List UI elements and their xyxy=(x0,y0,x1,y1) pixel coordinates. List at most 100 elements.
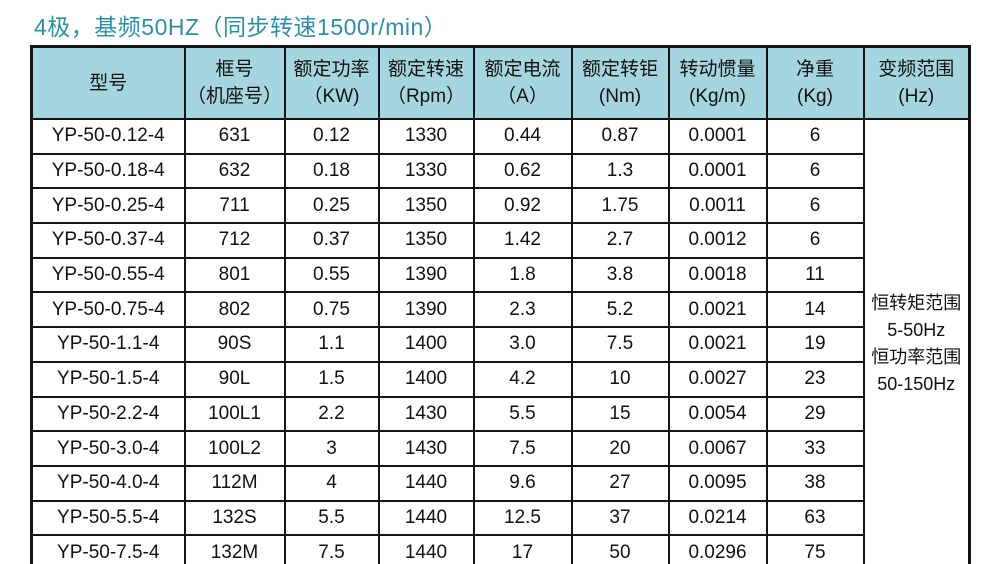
cell-weight: 38 xyxy=(765,464,865,502)
header-line: 额定电流 xyxy=(484,59,561,80)
header-line: 框号 xyxy=(215,59,254,80)
table-row: YP-50-3.0-4 100L2 3 1430 7.5 20 0.0067 3… xyxy=(30,430,970,467)
cell-weight: 33 xyxy=(765,430,865,467)
header-line: （Rpm） xyxy=(386,86,466,107)
cell-power: 2.2 xyxy=(283,395,380,433)
cell-current: 1.8 xyxy=(472,256,573,294)
header-line: （KW) xyxy=(303,86,360,107)
cell-speed: 1440 xyxy=(377,499,475,537)
header-line: 净重 xyxy=(795,59,834,80)
cell-frame: 100L2 xyxy=(183,430,286,467)
cell-current: 4.2 xyxy=(472,360,573,398)
cell-current: 0.62 xyxy=(472,152,573,190)
cell-frame: 711 xyxy=(183,187,286,225)
cell-inertia: 0.0021 xyxy=(667,291,768,329)
cell-weight: 75 xyxy=(765,534,865,564)
cell-current: 9.6 xyxy=(472,464,573,502)
cell-current: 12.5 xyxy=(472,499,573,537)
cell-torque: 0.87 xyxy=(570,118,670,155)
header-line: 额定转钜 xyxy=(581,59,658,80)
cell-current: 3.0 xyxy=(472,326,573,363)
cell-model: YP-50-0.75-4 xyxy=(30,291,186,329)
header-line: 转动惯量 xyxy=(679,59,756,80)
table-row: YP-50-1.5-4 90L 1.5 1400 4.2 10 0.0027 2… xyxy=(30,360,970,398)
cell-current: 5.5 xyxy=(472,395,573,433)
freq-range-line: 恒转矩范围 xyxy=(871,293,962,314)
cell-torque: 15 xyxy=(570,395,670,433)
cell-frame: 132M xyxy=(183,534,286,564)
cell-speed: 1390 xyxy=(377,256,475,294)
cell-power: 1.5 xyxy=(283,360,380,398)
cell-weight: 11 xyxy=(765,256,865,294)
cell-model: YP-50-0.55-4 xyxy=(30,256,186,294)
cell-weight: 63 xyxy=(765,499,865,537)
cell-frame: 631 xyxy=(183,118,286,155)
cell-torque: 1.75 xyxy=(570,187,670,225)
cell-inertia: 0.0095 xyxy=(667,464,768,502)
table-row: YP-50-4.0-4 112M 4 1440 9.6 27 0.0095 38 xyxy=(30,464,970,502)
cell-inertia: 0.0018 xyxy=(667,256,768,294)
header-line: 额定转速 xyxy=(387,59,464,80)
page-title: 4极，基频50HZ（同步转速1500r/min） xyxy=(34,14,448,40)
cell-frame: 100L1 xyxy=(183,395,286,433)
cell-speed: 1440 xyxy=(377,534,475,564)
cell-model: YP-50-3.0-4 xyxy=(30,430,186,467)
header-line: （机座号） xyxy=(186,86,282,107)
cell-inertia: 0.0021 xyxy=(667,326,768,363)
cell-model: YP-50-1.1-4 xyxy=(30,326,186,363)
cell-model: YP-50-0.25-4 xyxy=(30,187,186,225)
table-row: YP-50-0.12-4 631 0.12 1330 0.44 0.87 0.0… xyxy=(30,117,971,564)
table-row: YP-50-0.55-4 801 0.55 1390 1.8 3.8 0.001… xyxy=(30,256,970,294)
cell-speed: 1400 xyxy=(377,360,475,398)
cell-torque: 2.7 xyxy=(570,222,670,259)
cell-torque: 7.5 xyxy=(570,326,670,363)
col-header-power: 额定功率 （KW) xyxy=(283,45,380,120)
header-line: （A） xyxy=(497,86,548,107)
cell-power: 0.75 xyxy=(283,291,380,329)
motor-spec-table: 型号 框号 （机座号） 额定功率 （KW) 额定转速 （Rpm） 额定电流 （A） 额定… xyxy=(30,45,971,564)
table-row: YP-50-5.5-4 132S 5.5 1440 12.5 37 0.0214… xyxy=(30,499,970,537)
cell-model: YP-50-0.12-4 xyxy=(30,118,186,155)
cell-torque: 5.2 xyxy=(570,291,670,329)
table-header: 型号 框号 （机座号） 额定功率 （KW) 额定转速 （Rpm） 额定电流 （A） 额定… xyxy=(30,45,971,120)
table-row: YP-50-0.37-4 712 0.37 1350 1.42 2.7 0.00… xyxy=(30,222,970,259)
cell-weight: 6 xyxy=(765,152,865,190)
cell-current: 0.92 xyxy=(472,187,573,225)
cell-inertia: 0.0001 xyxy=(667,118,768,155)
table-row: YP-50-0.18-4 632 0.18 1330 0.62 1.3 0.00… xyxy=(30,152,970,190)
cell-speed: 1390 xyxy=(377,291,475,329)
cell-model: YP-50-7.5-4 xyxy=(30,534,186,564)
col-header-current: 额定电流 （A） xyxy=(472,45,573,120)
cell-current: 7.5 xyxy=(472,430,573,467)
cell-power: 0.12 xyxy=(283,118,380,155)
cell-model: YP-50-1.5-4 xyxy=(30,360,186,398)
freq-range-line: 恒功率范围 xyxy=(871,347,962,368)
cell-torque: 1.3 xyxy=(570,152,670,190)
cell-torque: 50 xyxy=(570,534,670,564)
cell-inertia: 0.0001 xyxy=(667,152,768,190)
cell-speed: 1400 xyxy=(377,326,475,363)
cell-frame: 90S xyxy=(183,326,286,363)
cell-model: YP-50-5.5-4 xyxy=(30,499,186,537)
table-row: YP-50-0.25-4 711 0.25 1350 0.92 1.75 0.0… xyxy=(30,187,970,225)
cell-inertia: 0.0067 xyxy=(667,430,768,467)
cell-current: 17 xyxy=(472,534,573,564)
cell-inertia: 0.0027 xyxy=(667,360,768,398)
header-line: (Hz) xyxy=(898,86,935,107)
cell-current: 2.3 xyxy=(472,291,573,329)
cell-model: YP-50-2.2-4 xyxy=(30,395,186,433)
header-line: (Nm) xyxy=(598,86,642,107)
cell-model: YP-50-0.37-4 xyxy=(30,222,186,259)
col-header-speed: 额定转速 （Rpm） xyxy=(377,45,475,120)
col-header-freq-range: 变频范围 (Hz) xyxy=(862,45,971,120)
table-row: YP-50-2.2-4 100L1 2.2 1430 5.5 15 0.0054… xyxy=(30,395,970,433)
freq-range-line: 50-150Hz xyxy=(877,374,956,395)
cell-current: 0.44 xyxy=(472,118,573,155)
header-line: 额定功率 xyxy=(293,59,370,80)
cell-weight: 29 xyxy=(765,395,865,433)
cell-weight: 14 xyxy=(765,291,865,329)
cell-power: 4 xyxy=(283,464,380,502)
cell-inertia: 0.0214 xyxy=(667,499,768,537)
freq-range-line: 5-50Hz xyxy=(887,320,946,341)
